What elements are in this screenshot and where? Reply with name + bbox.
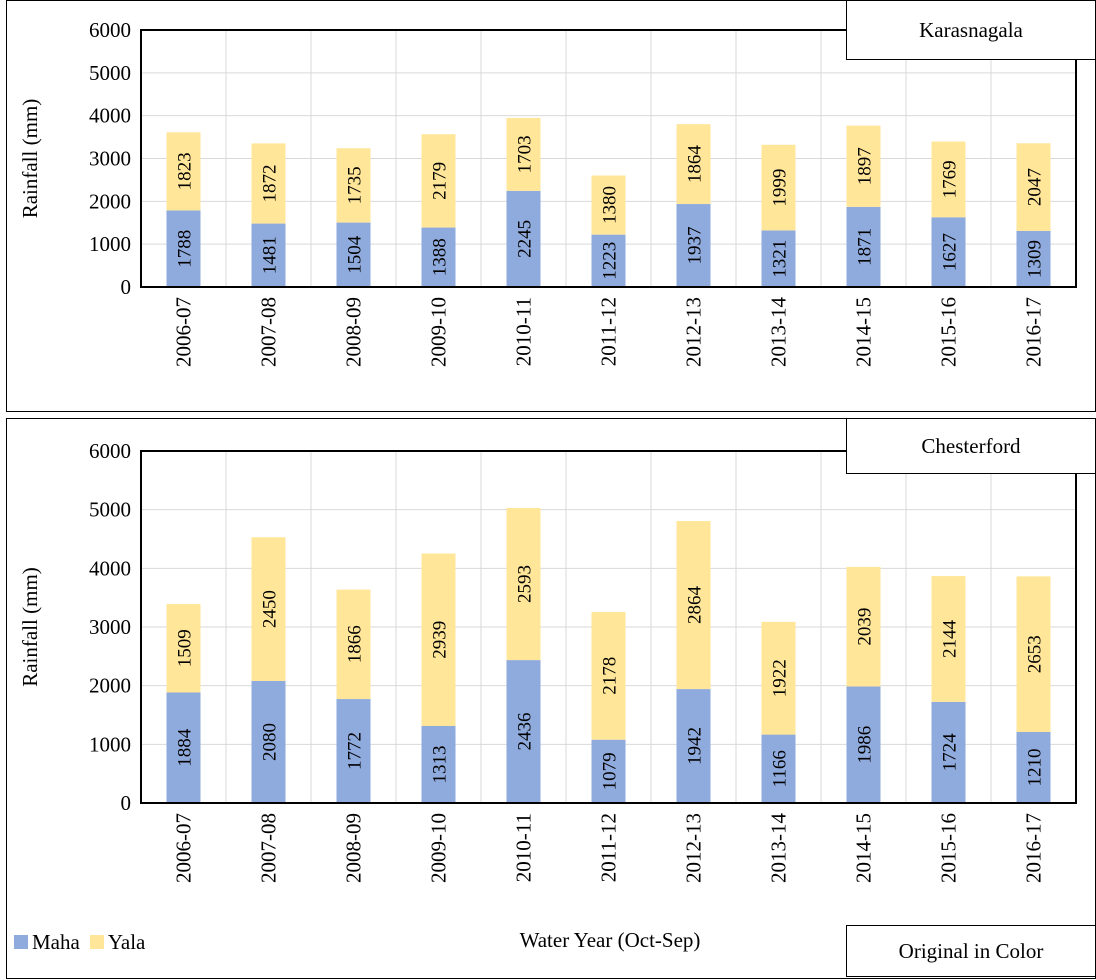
data-label-yala: 2047 [1025, 168, 1046, 206]
y-tick-label: 3000 [89, 147, 131, 171]
data-label-maha: 1079 [600, 752, 621, 790]
legend-swatch-maha [14, 935, 28, 949]
y-tick-label: 2000 [89, 674, 131, 698]
station-label-bottom: Chesterford [846, 418, 1096, 474]
x-tick-label: 2010-11 [512, 813, 536, 882]
x-tick-label: 2013-14 [767, 813, 791, 883]
legend-swatch-yala [90, 935, 104, 949]
data-label-maha: 1223 [600, 242, 621, 280]
data-label-maha: 1986 [855, 726, 876, 764]
data-label-yala: 1509 [175, 629, 196, 667]
legend: Maha Yala [14, 930, 155, 954]
x-tick-label: 2011-12 [597, 813, 621, 882]
legend-item-yala: Yala [90, 930, 146, 955]
y-tick-label: 1000 [89, 732, 131, 756]
y-tick-label: 6000 [89, 18, 131, 42]
y-tick-label: 1000 [89, 232, 131, 256]
data-label-yala: 1735 [345, 166, 366, 204]
x-tick-label: 2016-17 [1022, 813, 1046, 883]
data-label-yala: 1872 [260, 164, 281, 202]
data-label-maha: 1937 [685, 227, 706, 265]
y-tick-label: 4000 [89, 104, 131, 128]
data-label-yala: 2864 [685, 586, 706, 625]
y-tick-label: 2000 [89, 189, 131, 213]
data-label-maha: 1481 [260, 236, 281, 274]
data-label-maha: 2080 [260, 723, 281, 761]
data-label-maha: 1504 [345, 235, 366, 274]
data-label-maha: 1871 [855, 228, 876, 266]
y-axis-title: Rainfall (mm) [18, 567, 42, 687]
data-label-maha: 1627 [940, 233, 961, 271]
data-label-maha: 1884 [175, 728, 196, 767]
y-tick-label: 6000 [89, 439, 131, 463]
legend-label-yala: Yala [108, 930, 146, 955]
data-label-yala: 2039 [855, 608, 876, 646]
y-axis-title: Rainfall (mm) [18, 99, 42, 219]
y-tick-label: 0 [121, 791, 132, 815]
x-tick-label: 2008-09 [342, 297, 366, 367]
data-label-maha: 1210 [1025, 749, 1046, 787]
data-label-yala: 1897 [855, 147, 876, 185]
x-tick-label: 2015-16 [937, 813, 961, 883]
x-tick-label: 2015-16 [937, 297, 961, 367]
data-label-yala: 2144 [940, 619, 961, 658]
x-tick-label: 2007-08 [257, 297, 281, 367]
chart-panel-top: 0 1000 2000 3000 4000 5000 6000 1788 1823 2006-07… [6, 0, 1096, 412]
data-label-yala: 2450 [260, 590, 281, 628]
data-label-maha: 1388 [430, 238, 451, 276]
x-tick-label: 2011-12 [597, 297, 621, 366]
data-label-maha: 1309 [1025, 240, 1046, 278]
y-tick-label: 5000 [89, 498, 131, 522]
data-label-maha: 1321 [770, 240, 791, 278]
data-label-maha: 1724 [940, 733, 961, 772]
data-label-yala: 1703 [515, 135, 536, 173]
chart-panel-bottom: 0 1000 2000 3000 4000 5000 6000 1884 1509 2006-07… [6, 418, 1096, 979]
data-label-maha: 1313 [430, 745, 451, 783]
y-tick-label: 4000 [89, 556, 131, 580]
data-label-yala: 2593 [515, 565, 536, 603]
y-tick-label: 3000 [89, 615, 131, 639]
data-label-maha: 1788 [175, 230, 196, 268]
x-tick-label: 2009-10 [427, 297, 451, 367]
data-label-yala: 1823 [175, 152, 196, 190]
data-label-yala: 2178 [600, 657, 621, 695]
data-label-maha: 1942 [685, 727, 706, 765]
y-tick-label: 0 [121, 275, 132, 299]
data-label-yala: 2939 [430, 621, 451, 659]
x-tick-label: 2012-13 [682, 297, 706, 367]
data-label-maha: 1166 [770, 750, 791, 787]
data-label-yala: 1999 [770, 169, 791, 207]
data-label-yala: 1864 [685, 145, 706, 184]
x-tick-label: 2010-11 [512, 297, 536, 366]
data-label-maha: 1772 [345, 732, 366, 770]
station-label-top: Karasnagala [846, 0, 1096, 60]
data-label-yala: 2179 [430, 162, 451, 200]
x-tick-label: 2008-09 [342, 813, 366, 883]
x-axis-title: Water Year (Oct-Sep) [380, 928, 840, 953]
x-tick-label: 2006-07 [172, 297, 196, 367]
data-label-yala: 1922 [770, 659, 791, 697]
data-label-yala: 2653 [1025, 635, 1046, 673]
x-tick-label: 2016-17 [1022, 297, 1046, 367]
legend-item-maha: Maha [14, 930, 80, 955]
x-tick-label: 2014-15 [852, 297, 876, 367]
data-label-maha: 2436 [515, 713, 536, 751]
x-tick-label: 2006-07 [172, 813, 196, 883]
legend-label-maha: Maha [32, 930, 80, 955]
data-label-yala: 1866 [345, 625, 366, 663]
x-tick-label: 2014-15 [852, 813, 876, 883]
original-color-note: Original in Color [846, 925, 1096, 977]
rainfall-chart-karasnagala: 0 1000 2000 3000 4000 5000 6000 1788 1823 2006-07… [7, 1, 1096, 413]
x-tick-label: 2013-14 [767, 297, 791, 367]
x-tick-label: 2012-13 [682, 813, 706, 883]
x-tick-label: 2009-10 [427, 813, 451, 883]
data-label-maha: 2245 [515, 220, 536, 258]
data-label-yala: 1769 [940, 160, 961, 198]
data-label-yala: 1380 [600, 186, 621, 224]
y-tick-label: 5000 [89, 61, 131, 85]
x-tick-label: 2007-08 [257, 813, 281, 883]
rainfall-chart-chesterford: 0 1000 2000 3000 4000 5000 6000 1884 1509 2006-07… [7, 419, 1096, 980]
